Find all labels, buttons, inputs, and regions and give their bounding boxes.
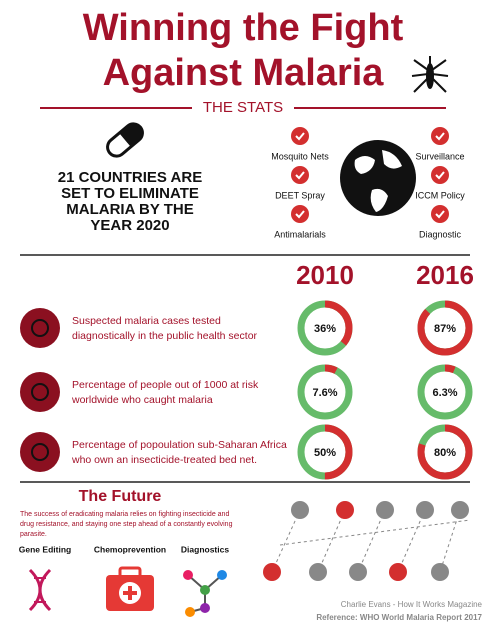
check-icon [291, 205, 309, 223]
mosquito-icon [411, 56, 449, 93]
check-icon [291, 166, 309, 184]
row-text: Percentage of popoulation sub-Saharan Af… [72, 439, 287, 451]
row-text: diagnostically in the public health sect… [72, 330, 258, 342]
globe-icon [340, 140, 416, 216]
check-mark [435, 210, 445, 219]
title: Against Malaria [103, 52, 385, 94]
row-text: worldwide who caught malaria [71, 394, 213, 406]
headline: YEAR 2020 [90, 217, 169, 234]
check-label: Antimalarials [274, 229, 326, 239]
donut-label: 7.6% [312, 387, 337, 399]
section-title: THE STATS [203, 99, 283, 116]
check-mark [295, 210, 305, 219]
check-label: Diagnostic [419, 229, 462, 239]
year: 2016 [416, 260, 474, 290]
future-item: Chemoprevention [94, 544, 166, 554]
pill-icon [106, 122, 144, 158]
check-icon [431, 127, 449, 145]
row-text: Percentage of people out of 1000 at risk [72, 379, 259, 391]
check-mark [295, 132, 305, 141]
check-label: ICCM Policy [415, 190, 465, 200]
donut-arc [417, 424, 473, 480]
donut-label: 36% [314, 323, 336, 335]
title: Winning the Fight [83, 7, 404, 49]
check-label: DEET Spray [275, 190, 325, 200]
donut-arc [417, 364, 473, 420]
check-mark [435, 132, 445, 141]
row-icon [20, 308, 60, 348]
headline: MALARIA BY THE [66, 201, 194, 218]
donut-label: 6.3% [432, 387, 457, 399]
row-icon [20, 432, 60, 472]
molecule-icon [183, 570, 227, 617]
donut-label: 50% [314, 447, 336, 459]
future-text: The success of eradicating malaria relie… [20, 511, 229, 518]
timeline-lines [271, 509, 471, 573]
row-icon-detail [31, 383, 49, 401]
row-text: who own an insecticide-treated bed net. [71, 454, 257, 466]
row-icon [20, 372, 60, 412]
headline: 21 COUNTRIES ARE [58, 169, 202, 186]
donut-arc [297, 364, 353, 420]
donut-label: 87% [434, 323, 456, 335]
check-mark [295, 171, 305, 180]
donut-arc [297, 300, 353, 356]
year: 2010 [296, 260, 354, 290]
row-text: Suspected malaria cases tested [72, 315, 221, 327]
row-icon-detail [31, 443, 49, 461]
kit-icon [106, 566, 154, 611]
future-item: Diagnostics [181, 544, 229, 554]
check-mark [435, 171, 445, 180]
future-text: parasite. [20, 531, 47, 538]
future-item: Gene Editing [19, 544, 71, 554]
donut-label: 80% [434, 447, 456, 459]
row-icon-detail [31, 319, 49, 337]
donut-arc [417, 300, 473, 356]
check-icon [431, 166, 449, 184]
footer-line: Charlie Evans - How It Works Magazine [341, 600, 483, 609]
future-title: The Future [79, 488, 162, 505]
dna-icon [28, 568, 52, 612]
check-label: Surveillance [415, 151, 464, 161]
timeline-nodes [263, 501, 469, 581]
check-icon [431, 205, 449, 223]
donut-arc [297, 424, 353, 480]
headline: SET TO ELIMINATE [61, 185, 199, 202]
footer-line: Reference: WHO World Malaria Report 2017 [316, 613, 482, 622]
future-text: drug resistance, and staying one step ah… [20, 521, 233, 528]
check-label: Mosquito Nets [271, 151, 329, 161]
check-icon [291, 127, 309, 145]
